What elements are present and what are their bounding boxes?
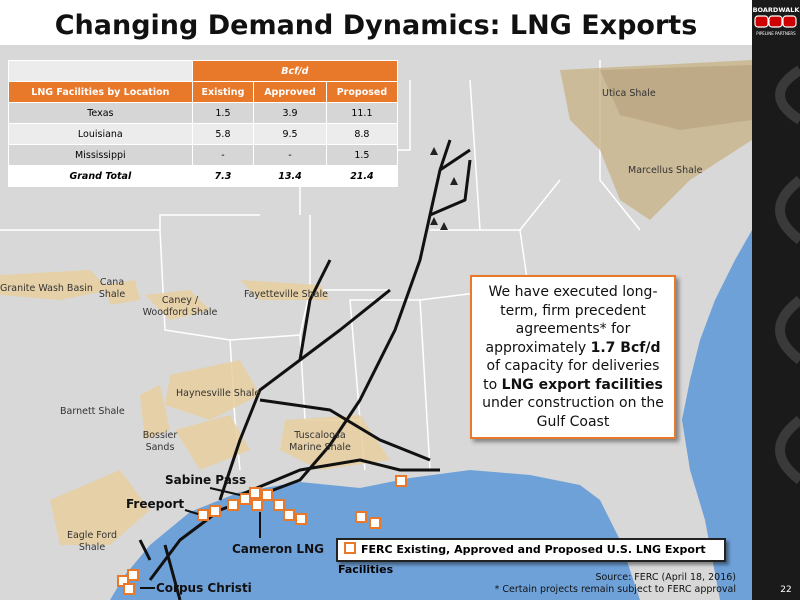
facility-label: Cameron LNG — [232, 542, 324, 556]
callout: We have executed long-term, firm precede… — [470, 275, 676, 439]
table-cell: 1.5 — [325, 144, 399, 166]
table-cell: 21.4 — [325, 165, 399, 187]
table-cell: - — [191, 144, 255, 166]
table-row: Louisiana 5.8 9.5 8.8 — [8, 123, 399, 145]
table-row: Mississippi - -1.5 — [8, 144, 399, 166]
map-label: Fayetteville Shale — [244, 289, 328, 300]
table-body: Texas 1.5 3.9 11.1 Louisiana 5.8 9.5 8.8 Mississ… — [8, 102, 399, 187]
table-cell: Texas — [8, 102, 193, 124]
table-cell: 7.3 — [191, 165, 255, 187]
map-label: Shale — [99, 289, 126, 300]
table-row: Texas 1.5 3.9 11.1 — [8, 102, 399, 124]
map-label: Tuscaloosa — [293, 430, 345, 441]
map-label: Caney / — [162, 295, 199, 306]
map-label: Eagle Ford — [67, 530, 117, 541]
table-row: Grand Total 7.3 13.4 21.4 — [8, 165, 399, 187]
map-label: Marine Shale — [289, 442, 351, 453]
map-label: Bossier — [143, 430, 178, 441]
column-header: Proposed — [325, 81, 399, 103]
page-number: 22 — [780, 585, 791, 595]
map-label: Utica Shale — [602, 88, 656, 99]
callout-text: under construction on the Gulf Coast — [482, 395, 664, 430]
column-header: Approved — [253, 81, 327, 103]
legend: FERC Existing, Approved and Proposed U.S… — [336, 538, 726, 576]
table-cell: 11.1 — [325, 102, 399, 124]
map-label: Woodford Shale — [143, 307, 218, 318]
map-label: Barnett Shale — [60, 406, 125, 417]
footnote: * Certain projects remain subject to FER… — [495, 584, 736, 595]
table-cell: 13.4 — [253, 165, 327, 187]
source: Source: FERC (April 18, 2016) — [595, 572, 736, 583]
callout-text: 1.7 Bcf/d — [590, 339, 661, 356]
column-header: Existing — [191, 81, 255, 103]
callout-text: LNG export facilities — [501, 376, 663, 393]
legend-text: FERC Existing, Approved and Proposed U.S… — [338, 543, 706, 576]
slide-title: Changing Demand Dynamics: LNG Exports — [55, 10, 698, 41]
map-label: Haynesville Shale — [176, 388, 260, 399]
logo-text: PIPELINE PARTNERS — [756, 31, 796, 36]
table-cell: Louisiana — [8, 123, 193, 145]
map-label: Marcellus Shale — [628, 165, 703, 176]
map-label: Granite Wash Basin — [0, 283, 93, 294]
table-cell: 8.8 — [325, 123, 399, 145]
table-cell: Grand Total — [8, 165, 193, 187]
callout-text: We have executed long-term, firm precede… — [485, 284, 658, 356]
table-cell: 3.9 — [253, 102, 327, 124]
table-cell: Mississippi — [8, 144, 193, 166]
map-label: Cana — [100, 277, 124, 288]
callout-text: of capacity for deliveries to — [483, 358, 660, 393]
facility-label: Sabine Pass — [165, 473, 246, 487]
column-header: LNG Facilities by Location — [8, 81, 193, 103]
map-label: Sands — [146, 442, 175, 453]
table: Bcf/d LNG Facilities by Location Existin… — [8, 60, 399, 187]
map-label: Shale — [79, 542, 106, 553]
logo-text: BOARDWALK — [753, 6, 800, 14]
table-cell: 5.8 — [191, 123, 255, 145]
unit-header: Bcf/d — [191, 60, 399, 82]
facility-label: Corpus Christi — [156, 581, 252, 595]
facility-label: Freeport — [126, 497, 184, 511]
table-cell: - — [253, 144, 327, 166]
table-cell: 9.5 — [253, 123, 327, 145]
table-cell: 1.5 — [191, 102, 255, 124]
